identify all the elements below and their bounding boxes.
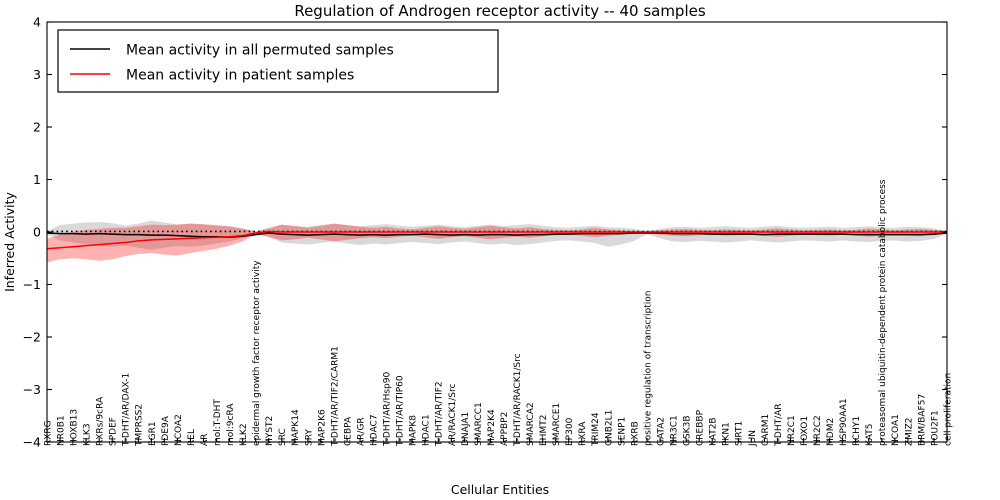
chart-legend: Mean activity in all permuted samples Mea… [57,29,499,93]
x-tick-label: proteasomal ubiquitin-dependent protein … [878,179,888,446]
x-tick-label: SMARCC1 [474,402,484,446]
x-tick-label: SIRT1 [735,421,745,446]
x-tick-label: EGR1 [148,421,158,446]
y-tick-label: 0 [33,225,41,240]
x-tick-label: APPBP2 [500,412,510,446]
y-tick-label: −1 [23,277,41,292]
x-tick-label: NR2C2 [813,415,823,446]
x-tick-label: HOXB13 [69,409,79,446]
x-tick-label: SRC [278,428,288,446]
x-tick-label: DNAJA1 [461,412,471,446]
x-tick-label: MYST2 [265,416,275,446]
x-tick-label: MAP2K4 [487,409,497,446]
x-tick-label: TMPRSS2 [135,404,145,447]
x-tick-label: mol:T-DHT [213,399,223,446]
x-tick-label: SENP1 [617,417,627,446]
legend-box [57,29,499,93]
x-tick-label: KLK2 [239,423,249,446]
x-tick-label: T-DHT/AR/Hsp90 [383,372,393,447]
axes-layer [46,21,948,443]
x-tick-label: JUN [748,430,758,447]
x-tick-label: NR0B1 [56,415,66,446]
y-tick-label: −3 [23,382,41,397]
y-tick-label: 2 [33,120,41,135]
x-tick-label: HDAC7 [369,414,379,446]
x-tick-label: T-DHT/AR/TIF2 [435,381,445,447]
x-tick-label: RXRs/9cRA [96,396,106,446]
x-tick-label: SPDEF [109,417,119,446]
y-tick-label: 3 [33,67,41,82]
x-tick-label: positive regulation of transcription [643,290,653,446]
x-tick-label: HDAC1 [422,414,432,446]
x-tick-label: T-DHT/AR/DAX-1 [122,373,132,447]
x-tick-label: PKN1 [722,422,732,446]
y-axis-label: Inferred Activity [2,191,17,291]
x-tick-label: mol:9cRA [226,403,236,446]
x-tick-label: epidermal growth factor receptor activit… [252,260,262,446]
x-tick-label: GNB2L1 [604,410,614,446]
legend-label-0: Mean activity in all permuted samples [126,43,394,59]
x-tick-label: SMARCA2 [526,402,536,446]
x-tick-label: MAPK14 [291,409,301,446]
x-tick-label: GSK3B [683,416,693,447]
x-tick-label: cell proliferation [943,373,953,446]
x-tick-label: AR/GR [356,417,366,446]
x-tick-label: SMARCE1 [552,403,562,446]
x-tick-labels: RXRG NR0B1 HOXB13 KLK3 RXRs/9cRA SPDEF T-DHT/A… [43,179,953,447]
x-tick-label: SRY [304,429,314,446]
x-tick-label: KAT2B [709,417,719,446]
x-tick-label: POU2F1 [930,410,940,446]
x-axis-label: Cellular Entities [451,482,549,497]
y-tick-label: 1 [33,172,41,187]
x-tick-label: NR2C1 [787,415,797,446]
x-tick-label: PDE9A [161,415,171,446]
y-tick-label: −4 [23,435,41,450]
x-tick-label: RXRA [578,421,588,446]
y-tick-label: −2 [23,330,41,345]
y-tick-label: 4 [33,15,41,30]
x-tick-label: AR/RACK1/Src [448,384,458,446]
x-tick-label: NCOA1 [891,414,901,446]
x-tick-label: RCHY1 [852,416,862,446]
x-tick-label: REL [187,429,197,446]
x-tick-label: EHMT2 [539,415,549,446]
x-tick-label: AR [200,434,210,446]
legend-label-1: Mean activity in patient samples [126,68,354,84]
x-tick-label: MAP2K6 [317,409,327,446]
x-tick-label: ZMIZ2 [904,418,914,446]
y-tick-labels: −4 −3 −2 −1 0 1 2 3 4 [23,15,41,450]
x-tick-label: KLK3 [83,423,93,446]
x-tick-label: MAPK8 [409,415,419,446]
x-tick-label: KAT5 [865,424,875,446]
x-tick-label: T-DHT/AR [774,403,784,447]
x-tick-label: NR3C1 [669,415,679,446]
x-tick-label: T-DHT/AR/TIF2/CARM1 [330,346,340,447]
x-tick-label: T-DHT/AR/RACK1/Src [513,353,523,447]
chart-title: Regulation of Androgen receptor activity… [294,2,706,20]
x-tick-label: GATA2 [656,417,666,446]
x-tick-label: T-DHT/AR/TIP60 [396,375,406,447]
x-tick-label: NCOA2 [174,414,184,446]
series-line-2 [46,230,947,250]
series-line-0 [46,232,948,239]
x-tick-label: RXRG [43,420,53,446]
x-tick-label: EP300 [565,417,575,446]
x-tick-label: TRIM24 [591,412,601,447]
x-tick-label: CEBPA [343,416,353,446]
x-tick-label: FOXO1 [800,416,810,446]
x-tick-label: MDM2 [826,418,836,446]
series-lines-layer [46,230,948,250]
x-tick-label: CARM1 [761,414,771,446]
x-tick-label: CREBBP [696,409,706,446]
x-tick-label: BRM/BAF57 [917,394,927,446]
x-tick-label: RXRB [630,421,640,446]
confidence-bands-layer [47,220,947,263]
x-tick-label: HSP90AA1 [839,398,849,446]
